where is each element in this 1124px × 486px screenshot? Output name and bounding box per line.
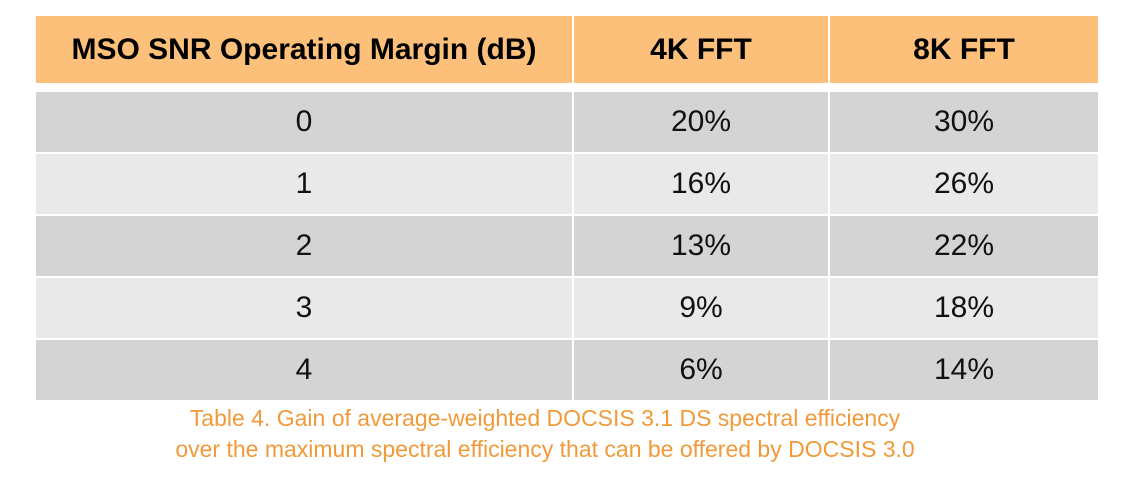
cell-4k-fft: 13%	[574, 216, 830, 278]
cell-4k-fft: 16%	[574, 154, 830, 216]
table-caption: Table 4. Gain of average-weighted DOCSIS…	[0, 403, 1090, 465]
caption-line-1: Table 4. Gain of average-weighted DOCSIS…	[189, 405, 901, 431]
table-row: 1 16% 26%	[36, 154, 1098, 216]
header-snr-margin: MSO SNR Operating Margin (dB)	[36, 16, 574, 83]
header-8k-fft: 8K FFT	[830, 16, 1098, 83]
cell-snr-margin: 3	[36, 278, 574, 340]
cell-snr-margin: 0	[36, 92, 574, 154]
snr-gain-table: MSO SNR Operating Margin (dB) 4K FFT 8K …	[36, 16, 1098, 400]
table-row: 0 20% 30%	[36, 92, 1098, 154]
table-row: 2 13% 22%	[36, 216, 1098, 278]
cell-8k-fft: 14%	[830, 340, 1098, 400]
cell-snr-margin: 4	[36, 340, 574, 400]
table-row: 4 6% 14%	[36, 340, 1098, 400]
table-header-row: MSO SNR Operating Margin (dB) 4K FFT 8K …	[36, 16, 1098, 83]
header-4k-fft: 4K FFT	[574, 16, 830, 83]
cell-4k-fft: 20%	[574, 92, 830, 154]
cell-snr-margin: 2	[36, 216, 574, 278]
table-row: 3 9% 18%	[36, 278, 1098, 340]
caption-line-2: over the maximum spectral efficiency tha…	[175, 436, 915, 462]
cell-8k-fft: 18%	[830, 278, 1098, 340]
cell-8k-fft: 26%	[830, 154, 1098, 216]
cell-4k-fft: 6%	[574, 340, 830, 400]
cell-8k-fft: 30%	[830, 92, 1098, 154]
cell-4k-fft: 9%	[574, 278, 830, 340]
cell-8k-fft: 22%	[830, 216, 1098, 278]
cell-snr-margin: 1	[36, 154, 574, 216]
header-spacer	[36, 83, 1098, 92]
